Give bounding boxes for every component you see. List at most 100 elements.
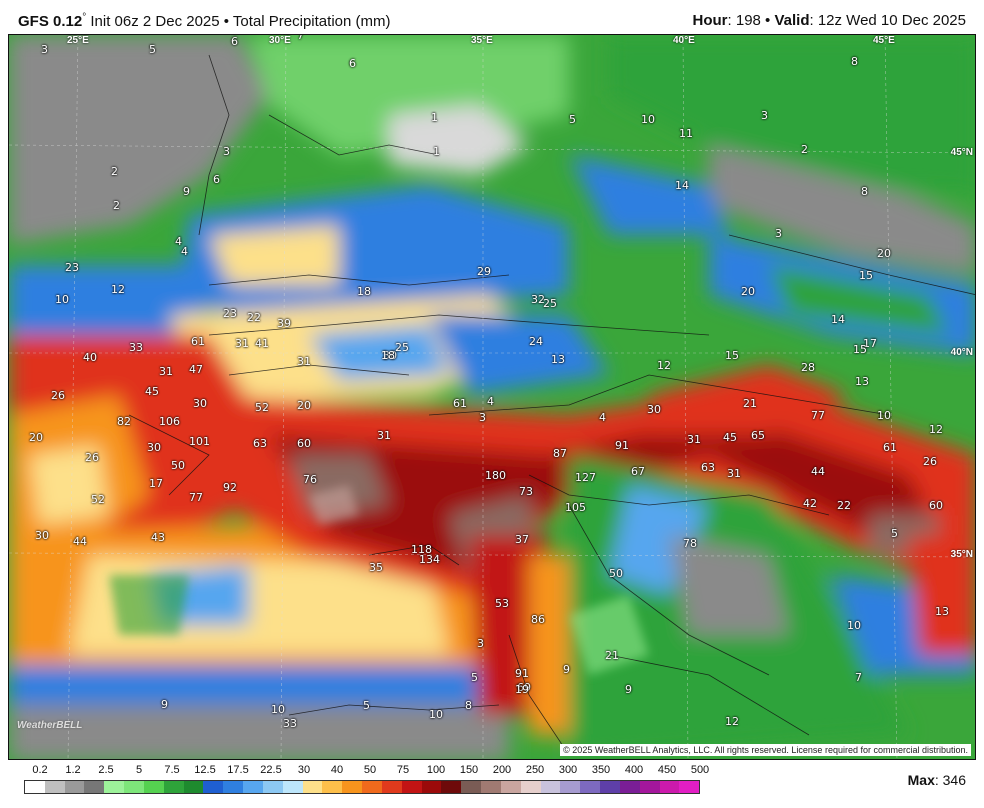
value-label: 12 — [657, 359, 671, 372]
value-label: 14 — [675, 179, 689, 192]
value-label: 7 — [855, 671, 862, 684]
value-label: 26 — [51, 389, 65, 402]
value-label: 20 — [741, 285, 755, 298]
legend-swatch — [342, 781, 363, 793]
legend-swatch — [381, 781, 402, 793]
value-label: 17 — [863, 337, 877, 350]
legend-swatch — [659, 781, 680, 793]
legend-swatch — [540, 781, 561, 793]
legend-label: 2.5 — [98, 764, 114, 776]
legend-label: 17.5 — [227, 764, 249, 776]
value-label: 77 — [189, 491, 203, 504]
precipitation-map[interactable]: 3586762815101132483136294142023101218293… — [8, 34, 976, 760]
value-label: 86 — [531, 613, 545, 626]
max-number: : 346 — [934, 772, 966, 788]
value-label: 9 — [183, 185, 190, 198]
value-label: 44 — [811, 465, 825, 478]
value-label: 45 — [145, 385, 159, 398]
legend-swatch — [223, 781, 244, 793]
value-label: 9 — [161, 698, 168, 711]
value-label: 8 — [465, 699, 472, 712]
copyright-notice: © 2025 WeatherBELL Analytics, LLC. All r… — [560, 744, 971, 756]
value-label: 14 — [831, 313, 845, 326]
lat-label-35n: 35°N — [950, 549, 973, 560]
value-label: 61 — [883, 441, 897, 454]
value-label: 12 — [111, 283, 125, 296]
value-label: 41 — [255, 337, 269, 350]
value-label: 3 — [477, 637, 484, 650]
value-label: 33 — [129, 341, 143, 354]
value-label: 18 — [381, 349, 395, 362]
value-label: 91 — [515, 667, 529, 680]
legend-label: 100 — [426, 764, 446, 776]
value-label: 13 — [855, 375, 869, 388]
legend-label: 7.5 — [164, 764, 180, 776]
legend-label: 400 — [624, 764, 644, 776]
lon-label-45e: 45°E — [873, 35, 895, 46]
value-label: 35 — [369, 561, 383, 574]
value-label: 60 — [297, 437, 311, 450]
hour-label: Hour — [692, 12, 728, 29]
legend-swatch — [44, 781, 65, 793]
value-label: 20 — [877, 247, 891, 260]
value-label: 4 — [181, 245, 188, 258]
value-label: 2 — [801, 143, 808, 156]
value-label: 61 — [191, 335, 205, 348]
value-label: 32 — [531, 293, 545, 306]
value-label: 30 — [383, 349, 397, 362]
value-label: 8 — [861, 185, 868, 198]
value-label: 42 — [803, 497, 817, 510]
weatherbell-logo: WeatherBELL — [17, 720, 83, 731]
lon-label-40e: 40°E — [673, 35, 695, 46]
legend-swatch — [243, 781, 263, 793]
value-label: 134 — [419, 553, 440, 566]
degree-sign: ° — [82, 12, 87, 23]
value-label: 91 — [615, 439, 629, 452]
legend-color-bar — [24, 780, 700, 794]
value-label: 4 — [599, 411, 606, 424]
legend-swatch — [679, 781, 700, 793]
legend-label: 40 — [330, 764, 344, 776]
value-label: 3 — [223, 145, 230, 158]
value-label: 22 — [837, 499, 851, 512]
chart-title: GFS 0.12° Init 06z 2 Dec 2025 • Total Pr… — [18, 12, 390, 30]
legend-swatch — [481, 781, 501, 793]
legend-label: 75 — [396, 764, 410, 776]
value-label: 15 — [859, 269, 873, 282]
value-label: 106 — [159, 415, 180, 428]
value-label: 18 — [357, 285, 371, 298]
valid-label: Valid — [774, 12, 810, 29]
value-label: 45 — [723, 431, 737, 444]
legend-label: 12.5 — [194, 764, 216, 776]
legend-swatch — [84, 781, 105, 793]
forecast-time: Hour: 198 • Valid: 12z Wed 10 Dec 2025 — [693, 12, 966, 29]
value-label: 12 — [725, 715, 739, 728]
value-label: 50 — [171, 459, 185, 472]
value-label: 67 — [631, 465, 645, 478]
legend-swatch — [183, 781, 204, 793]
value-label: 4 — [175, 235, 182, 248]
value-label: 87 — [553, 447, 567, 460]
value-label: 82 — [117, 415, 131, 428]
lon-label-35e: 35°E — [471, 35, 493, 46]
value-label: 31 — [235, 337, 249, 350]
value-label: 9 — [563, 663, 570, 676]
value-label: 25 — [395, 341, 409, 354]
lat-label-40n: 40°N — [950, 347, 973, 358]
hour-value: : 198 • — [727, 12, 775, 29]
value-label: 3 — [479, 411, 486, 424]
value-label: 7 — [297, 34, 304, 42]
value-label: 9 — [625, 683, 632, 696]
value-label: 15 — [725, 349, 739, 362]
value-label: 127 — [575, 471, 596, 484]
legend-swatch — [25, 781, 45, 793]
legend-label: 0.2 — [32, 764, 48, 776]
lat-label-45n: 45°N — [950, 147, 973, 158]
header: GFS 0.12° Init 06z 2 Dec 2025 • Total Pr… — [0, 0, 984, 34]
legend-swatch — [619, 781, 640, 793]
legend-swatch — [560, 781, 581, 793]
value-label: 12 — [929, 423, 943, 436]
legend-label: 150 — [459, 764, 479, 776]
value-label: 37 — [515, 533, 529, 546]
value-label: 52 — [91, 493, 105, 506]
